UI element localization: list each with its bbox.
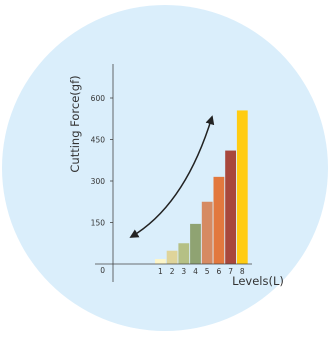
x-tick-label-3: 3 (181, 267, 186, 276)
bar-level-7 (225, 150, 236, 264)
y-axis-label: Cutting Force(gf) (68, 75, 82, 172)
y-tick-label-300: 300 (91, 177, 106, 186)
x-tick-label-6: 6 (217, 267, 222, 276)
y-tick-label-450: 450 (91, 136, 106, 145)
bar-level-8 (236, 110, 248, 264)
bar-level-6 (213, 176, 225, 264)
x-axis-label: Levels(L) (232, 274, 284, 288)
bar-level-1 (155, 259, 166, 264)
x-tick-label-4: 4 (193, 267, 198, 276)
bar-level-3 (178, 243, 190, 264)
bar-level-2 (166, 250, 178, 264)
bar-level-5 (201, 201, 213, 264)
y-tick-label-600: 600 (91, 94, 106, 103)
x-tick-label-2: 2 (170, 267, 175, 276)
y-tick-label-150: 150 (91, 219, 106, 228)
trend-arrow (129, 115, 215, 238)
x-tick-label-7: 7 (228, 267, 233, 276)
bar-level-4 (190, 223, 201, 264)
x-tick-label-8: 8 (240, 267, 245, 276)
x-tick-label-1: 1 (158, 267, 163, 276)
x-tick-label-5: 5 (205, 267, 210, 276)
y-tick-label-0: 0 (100, 266, 105, 275)
ticks-layer: 1 2 3 4 5 6 7 8 0 150 300 450 600 (91, 94, 245, 276)
